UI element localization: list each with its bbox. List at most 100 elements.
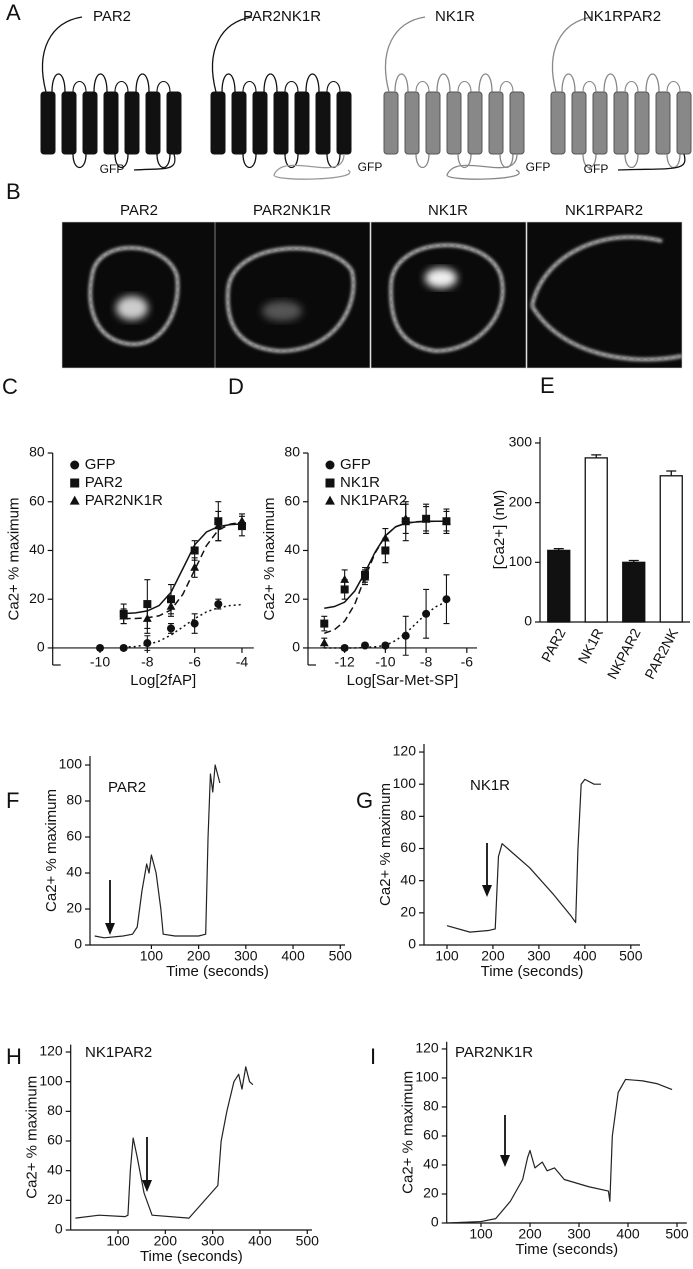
- x-tick-label: 300: [567, 1226, 591, 1242]
- loop: [221, 73, 236, 93]
- y-tick-label: 100: [59, 756, 83, 772]
- x-tick-label: -10: [375, 654, 395, 670]
- x-tick-label: 400: [573, 948, 597, 964]
- legend-label: NK1PAR2: [340, 492, 407, 509]
- helix: [210, 91, 226, 155]
- loop: [666, 80, 681, 93]
- legend-label: GFP: [340, 456, 371, 473]
- marker: [166, 601, 176, 610]
- x-axis-title: Log[2fAP]: [130, 672, 196, 689]
- helix: [634, 91, 650, 155]
- panel-label: F: [6, 788, 19, 813]
- panel-label: G: [356, 788, 373, 813]
- loop: [284, 80, 299, 93]
- marker: [340, 574, 350, 583]
- helix: [252, 91, 268, 155]
- gfp-label: GFP: [358, 160, 383, 174]
- loop: [561, 73, 576, 93]
- helix: [383, 91, 399, 155]
- n-terminus: [41, 16, 83, 93]
- y-tick-label: 100: [393, 775, 417, 791]
- y-tick-label: 300: [509, 434, 533, 450]
- loop: [582, 153, 597, 169]
- x-tick-label: 100: [140, 948, 164, 964]
- marker: [340, 643, 349, 652]
- loop: [457, 153, 472, 169]
- legend-marker: [70, 460, 80, 470]
- y-axis-title: Ca2+ % maximum: [24, 1076, 41, 1199]
- loop: [72, 80, 87, 93]
- marker: [96, 643, 105, 652]
- x-tick-label: 400: [281, 948, 305, 964]
- loop: [415, 153, 430, 169]
- x-tick-label: 400: [248, 1233, 272, 1249]
- loop: [305, 73, 320, 93]
- panel-label: D: [228, 374, 244, 399]
- x-tick-label: -6: [461, 654, 474, 670]
- legend-marker: [70, 478, 80, 488]
- loop: [499, 80, 514, 93]
- micrograph-label: NK1R: [428, 202, 468, 219]
- error-bar: [666, 470, 677, 476]
- marker: [421, 513, 431, 522]
- x-tick-label: 400: [616, 1226, 640, 1242]
- loop: [93, 73, 108, 93]
- marker: [319, 638, 329, 647]
- y-tick-label: 20: [29, 590, 45, 606]
- cell-membrane: [531, 236, 683, 361]
- x-tick-label: -12: [335, 654, 355, 670]
- bar: [584, 457, 608, 623]
- bar: [659, 475, 683, 623]
- x-axis-title: Log[Sar-Met-SP]: [347, 672, 459, 689]
- x-axis-title: Time (seconds): [140, 1248, 243, 1265]
- marker: [190, 619, 199, 628]
- marker: [442, 595, 451, 604]
- y-tick-label: 200: [509, 493, 533, 509]
- loop: [156, 153, 171, 169]
- y-tick-label: 100: [509, 553, 533, 569]
- helix: [82, 91, 98, 155]
- loop: [114, 80, 129, 93]
- marker: [320, 619, 329, 628]
- cell-membrane: [227, 247, 354, 352]
- loop: [72, 153, 87, 169]
- y-tick-label: 40: [66, 864, 82, 880]
- y-tick-label: 20: [284, 590, 300, 606]
- y-tick-label: 100: [415, 1069, 439, 1085]
- gfp-label: GFP: [526, 160, 551, 174]
- loop: [603, 73, 618, 93]
- fit-curve: [123, 521, 243, 620]
- micrograph: [61, 221, 218, 369]
- y-tick-label: 40: [284, 541, 300, 557]
- y-tick-label: 80: [400, 807, 416, 823]
- helix: [467, 91, 483, 155]
- helix: [336, 91, 352, 155]
- y-tick-label: 0: [431, 1214, 439, 1230]
- y-axis-title: Ca2+ % maximum: [43, 789, 60, 912]
- marker: [119, 611, 129, 620]
- arrow-head: [500, 1155, 510, 1167]
- helix: [294, 91, 310, 155]
- vesicle-cluster: [425, 268, 457, 288]
- n-terminus: [384, 16, 426, 93]
- panel-label: C: [2, 374, 18, 399]
- fit-curve: [123, 523, 243, 615]
- x-tick-label: 500: [296, 1233, 320, 1249]
- x-tick-label: 300: [527, 948, 551, 964]
- vesicle-cluster: [262, 301, 302, 321]
- gfp-label: GFP: [100, 162, 125, 176]
- n-terminus: [551, 16, 593, 93]
- x-axis-title: Time (seconds): [515, 1241, 618, 1258]
- marker: [360, 572, 370, 581]
- x-tick-label: 200: [187, 948, 211, 964]
- y-tick-label: 60: [284, 492, 300, 508]
- legend-marker: [69, 495, 80, 505]
- y-tick-label: 60: [47, 1132, 63, 1148]
- y-tick-label: 0: [524, 613, 532, 629]
- marker: [361, 641, 370, 650]
- loop: [645, 73, 660, 93]
- fit-curve: [324, 520, 447, 635]
- helix: [61, 91, 77, 155]
- x-tick-label: 300: [201, 1233, 225, 1249]
